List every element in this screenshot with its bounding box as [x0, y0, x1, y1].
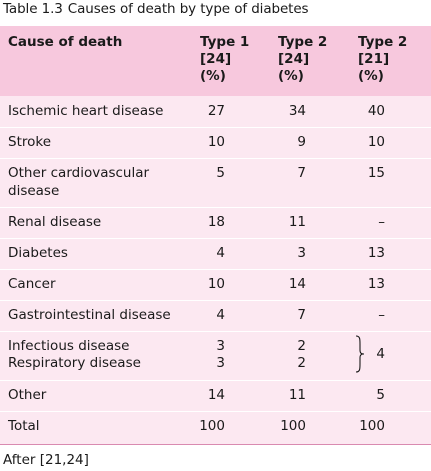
header-type2-24: Type 2 [24] (%): [278, 34, 327, 85]
table-header: [0, 26, 431, 96]
row-label-renal-disease: Renal disease: [8, 214, 102, 230]
cell-type2-24: 7: [297, 307, 306, 323]
cell-type2-24: 9: [297, 134, 306, 150]
header-type2-21-line2: [21]: [358, 51, 390, 67]
table-number: Table 1.3: [3, 1, 63, 17]
row-divider: [0, 380, 431, 381]
cell-type2-24: 11: [288, 387, 306, 403]
row-label-other: Other: [8, 387, 47, 403]
row-label-ischemic-heart-disease: Ischemic heart disease: [8, 103, 164, 119]
row-divider: [0, 331, 431, 332]
row-divider: [0, 411, 431, 412]
row-label-stroke: Stroke: [8, 134, 52, 150]
cell-type2-24: 14: [288, 276, 306, 292]
header-type1-24-line1: Type 1: [200, 34, 250, 50]
header-type2-21: Type 2 [21] (%): [358, 34, 407, 85]
cell-type2-21: –: [378, 214, 385, 230]
cell-type1-24: 4: [216, 307, 225, 323]
table-caption: Table 1.3 Causes of death by type of diab…: [3, 0, 309, 18]
cell-type2-24: 7: [297, 165, 306, 181]
row-divider: [0, 127, 431, 128]
table-title: Causes of death by type of diabetes: [67, 1, 309, 17]
cell-type1-24: 4: [216, 245, 225, 261]
cell-type2-21: 10: [367, 134, 385, 150]
row-label-diabetes: Diabetes: [8, 245, 68, 261]
cell-type2-24: 11: [288, 214, 306, 230]
header-type2-24-line1: Type 2: [278, 34, 328, 50]
cell-type2-24: 34: [288, 103, 306, 119]
row-divider: [0, 300, 431, 301]
row-divider: [0, 269, 431, 270]
header-type1-24-line3: (%): [200, 68, 226, 84]
header-type2-24-line3: (%): [278, 68, 304, 84]
row-label-gastrointestinal-disease: Gastrointestinal disease: [8, 307, 171, 323]
cell-type1-24: 3: [216, 338, 225, 354]
header-type2-21-line1: Type 2: [358, 34, 408, 50]
row-divider: [0, 207, 431, 208]
header-type1-24: Type 1 [24] (%): [200, 34, 249, 85]
cell-type2-21: 13: [367, 245, 385, 261]
row-label-other-cardiovascular-line2: disease: [8, 183, 60, 199]
cell-type1-24: 18: [207, 214, 225, 230]
cell-type1-24: 100: [199, 418, 225, 434]
row-label-respiratory-disease: Respiratory disease: [8, 355, 141, 371]
header-type2-21-line3: (%): [358, 68, 384, 84]
header-type2-24-line2: [24]: [278, 51, 310, 67]
curly-brace-icon: [355, 335, 365, 373]
cell-type2-21: 13: [367, 276, 385, 292]
cell-type2-24: 3: [297, 245, 306, 261]
header-cause-of-death: Cause of death: [8, 34, 123, 50]
cell-type1-24: 14: [207, 387, 225, 403]
cell-type1-24: 27: [207, 103, 225, 119]
row-label-other-cardiovascular-line1: Other cardiovascular: [8, 165, 150, 181]
table-source-note: After [21,24]: [3, 452, 89, 468]
causes-of-death-table: Cause of death Type 1 [24] (%) Type 2 [2…: [0, 26, 431, 445]
cell-type1-24: 10: [207, 134, 225, 150]
cell-type2-24: 2: [297, 355, 306, 371]
row-label-cancer: Cancer: [8, 276, 56, 292]
row-label-total: Total: [8, 418, 40, 434]
cell-type2-21: 100: [359, 418, 385, 434]
cell-type1-24: 10: [207, 276, 225, 292]
cell-type2-24: 2: [297, 338, 306, 354]
cell-type2-21: 15: [367, 165, 385, 181]
row-label-infectious-disease: Infectious disease: [8, 338, 130, 354]
cell-type1-24: 5: [216, 165, 225, 181]
cell-type2-21: 4: [376, 346, 385, 362]
cell-type2-24: 100: [280, 418, 306, 434]
cell-type2-21: –: [378, 307, 385, 323]
table-bottom-rule: [0, 444, 431, 445]
cell-type2-21: 5: [376, 387, 385, 403]
header-type1-24-line2: [24]: [200, 51, 232, 67]
row-divider: [0, 238, 431, 239]
row-divider: [0, 158, 431, 159]
cell-type2-21: 40: [367, 103, 385, 119]
cell-type1-24: 3: [216, 355, 225, 371]
